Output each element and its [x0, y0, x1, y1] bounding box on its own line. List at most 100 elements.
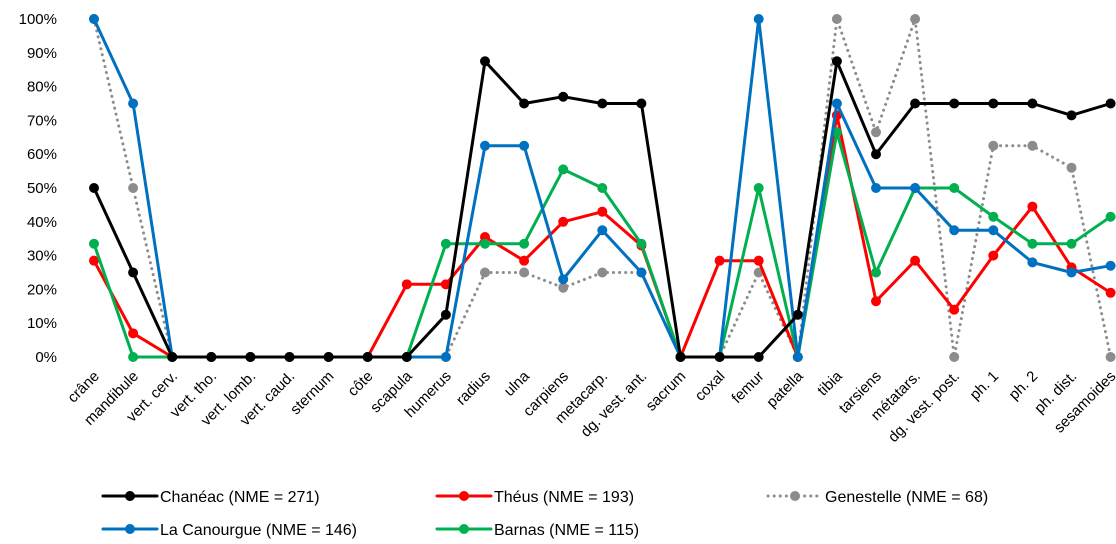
- x-tick-label: sacrum: [643, 368, 690, 415]
- data-point: [167, 352, 178, 362]
- data-point: [910, 14, 921, 24]
- data-point: [831, 14, 842, 24]
- data-point: [89, 183, 99, 193]
- data-point: [519, 238, 530, 249]
- data-point: [675, 352, 686, 362]
- data-point: [245, 352, 256, 362]
- data-point: [871, 183, 881, 193]
- series-0: [89, 56, 1116, 362]
- data-point: [831, 56, 842, 67]
- data-point: [128, 183, 139, 193]
- data-point: [949, 183, 960, 193]
- data-point: [206, 352, 217, 362]
- data-point: [401, 352, 412, 362]
- y-tick-label: 40%: [27, 214, 57, 231]
- series-line: [92, 130, 1113, 359]
- legend-label: Barnas (NME = 115): [494, 522, 639, 539]
- data-point: [988, 225, 999, 236]
- y-tick-label: 10%: [27, 315, 57, 332]
- y-tick-label: 60%: [27, 146, 57, 163]
- legend-item: Chanéac (NME = 271): [101, 489, 320, 506]
- data-point: [1105, 287, 1116, 298]
- data-point: [753, 255, 764, 266]
- data-point: [1027, 257, 1038, 268]
- data-point: [831, 127, 842, 138]
- data-point: [440, 279, 451, 290]
- x-tick-label: patella: [763, 367, 807, 411]
- y-tick-label: 80%: [27, 79, 57, 96]
- data-point: [128, 98, 139, 109]
- data-point: [1066, 162, 1077, 173]
- series-layer: [89, 14, 1116, 362]
- data-point: [949, 352, 960, 362]
- data-point: [480, 56, 490, 67]
- y-tick-label: 20%: [27, 281, 57, 298]
- legend-item: Théus (NME = 193): [435, 489, 634, 506]
- data-point: [988, 211, 999, 222]
- data-point: [597, 267, 608, 278]
- data-point: [792, 309, 803, 320]
- data-point: [871, 149, 881, 160]
- data-point: [597, 206, 608, 217]
- data-point: [831, 98, 842, 109]
- data-point: [1027, 98, 1038, 109]
- data-point: [323, 352, 334, 362]
- data-point: [871, 296, 881, 307]
- data-point: [440, 309, 451, 320]
- legend-marker: [459, 491, 469, 501]
- data-point: [128, 328, 139, 339]
- data-point: [89, 255, 99, 266]
- data-point: [89, 14, 99, 24]
- data-point: [910, 98, 921, 109]
- data-point: [714, 352, 725, 362]
- data-point: [1066, 110, 1077, 121]
- data-point: [1105, 260, 1116, 271]
- data-point: [1066, 238, 1077, 249]
- data-point: [558, 91, 569, 102]
- data-point: [401, 279, 412, 290]
- data-point: [1105, 211, 1116, 222]
- data-point: [597, 225, 608, 236]
- series-4: [89, 127, 1116, 362]
- y-tick-label: 100%: [19, 11, 57, 28]
- x-tick-label: ulna: [501, 367, 534, 400]
- data-point: [440, 238, 451, 249]
- data-point: [440, 352, 451, 362]
- data-point: [558, 274, 569, 285]
- data-point: [1027, 238, 1038, 249]
- x-tick-label: coxal: [692, 368, 729, 405]
- data-point: [910, 183, 921, 193]
- data-point: [480, 267, 490, 278]
- legend-item: Genestelle (NME = 68): [766, 489, 988, 506]
- data-point: [128, 352, 139, 362]
- legend-label: Genestelle (NME = 68): [825, 489, 988, 506]
- legend-item: Barnas (NME = 115): [435, 522, 639, 539]
- data-point: [480, 238, 490, 249]
- x-tick-label: sternum: [287, 368, 337, 418]
- y-axis: 0% 10% 20% 30% 40% 50% 60% 70% 80% 90% 100%: [19, 11, 57, 366]
- data-point: [1105, 352, 1116, 362]
- y-tick-label: 30%: [27, 248, 57, 265]
- x-tick-label: radius: [453, 368, 494, 409]
- legend-label: Théus (NME = 193): [494, 489, 634, 506]
- data-point: [636, 98, 647, 109]
- legend-marker: [125, 491, 135, 501]
- data-point: [597, 183, 608, 193]
- x-tick-label: ph. 2: [1006, 368, 1042, 404]
- legend-label: Chanéac (NME = 271): [160, 489, 320, 506]
- data-point: [636, 238, 647, 249]
- data-point: [988, 140, 999, 151]
- data-point: [753, 14, 764, 24]
- data-point: [480, 140, 490, 151]
- data-point: [558, 282, 569, 293]
- y-tick-label: 90%: [27, 45, 57, 62]
- data-point: [949, 304, 960, 315]
- data-point: [128, 267, 139, 278]
- data-point: [871, 267, 881, 278]
- legend-item: La Canourgue (NME = 146): [101, 522, 357, 539]
- data-point: [988, 250, 999, 261]
- data-point: [949, 98, 960, 109]
- data-point: [284, 352, 295, 362]
- data-point: [753, 352, 764, 362]
